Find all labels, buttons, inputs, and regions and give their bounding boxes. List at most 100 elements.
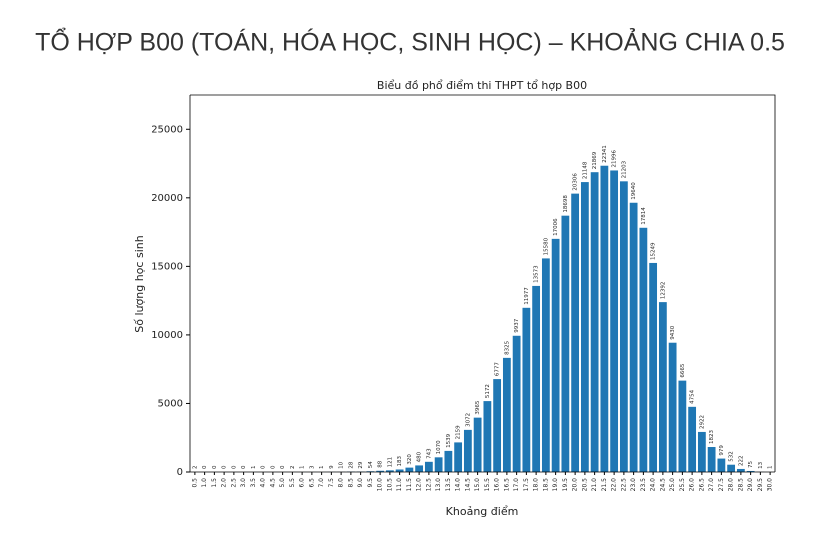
value-label: 0 (202, 465, 208, 469)
x-tick-label: 4.5 (269, 478, 276, 488)
value-label: 12392 (660, 282, 666, 300)
value-label: 28 (348, 461, 354, 468)
bar (571, 193, 580, 472)
value-label: 0 (212, 465, 218, 469)
x-tick-label: 19.0 (552, 478, 559, 492)
bar (600, 165, 609, 472)
bar (532, 285, 541, 472)
x-tick-label: 27.0 (708, 478, 715, 492)
value-label: 21869 (592, 151, 598, 169)
bar (376, 470, 385, 472)
value-label: 15580 (543, 237, 549, 255)
x-tick-label: 25.0 (669, 478, 676, 492)
x-tick-label: 20.5 (581, 478, 588, 492)
bar (697, 431, 706, 472)
value-label: 480 (417, 451, 423, 462)
x-tick-label: 8.0 (338, 478, 345, 488)
frame (190, 94, 776, 472)
bar (707, 447, 716, 472)
x-tick-label: 22.5 (620, 478, 627, 492)
x-tick-label: 28.0 (728, 478, 735, 492)
bar (736, 468, 745, 472)
x-tick-label: 27.5 (718, 478, 725, 492)
x-tick-label: 15.5 (484, 478, 491, 492)
value-label: 22341 (602, 145, 608, 163)
x-tick-label: 23.0 (630, 478, 637, 492)
value-label: 10 (339, 461, 345, 468)
bar (434, 457, 443, 472)
value-label: 17006 (553, 218, 559, 236)
x-tick-label: 5.5 (289, 478, 296, 488)
value-label: 9430 (670, 325, 676, 339)
bar (463, 429, 472, 472)
value-label: 6777 (495, 362, 501, 376)
value-label: 3072 (465, 413, 471, 427)
x-tick-label: 21.5 (601, 478, 608, 492)
value-label: 320 (407, 454, 413, 465)
bar (649, 262, 658, 472)
value-label: 4754 (690, 389, 696, 403)
value-label: 15249 (651, 242, 657, 260)
value-label: 743 (426, 448, 432, 459)
bar (502, 357, 511, 472)
value-label: 18698 (563, 195, 569, 213)
x-tick-label: 6.0 (299, 478, 306, 488)
x-tick-label: 10.0 (377, 478, 384, 492)
x-tick-label: 25.5 (679, 478, 686, 492)
x-tick-label: 11.0 (396, 478, 403, 492)
bar (512, 335, 521, 472)
value-label: 183 (397, 455, 403, 466)
y-tick-label: 0 (177, 467, 183, 478)
x-tick-label: 6.5 (308, 478, 315, 488)
x-tick-label: 12.0 (416, 478, 423, 492)
value-label: 9937 (514, 318, 520, 332)
x-tick-label: 1.5 (211, 478, 218, 488)
x-tick-label: 21.0 (591, 478, 598, 492)
x-tick-label: 24.0 (650, 478, 657, 492)
bar (610, 170, 619, 472)
value-label: 121 (387, 457, 393, 468)
value-label: 9 (329, 465, 335, 469)
x-tick-label: 14.0 (455, 478, 462, 492)
value-label: 2922 (699, 415, 705, 429)
x-tick-label: 10.5 (386, 478, 393, 492)
value-label: 2159 (456, 425, 462, 439)
x-tick-label: 17.0 (513, 478, 520, 492)
value-label: 1 (319, 465, 325, 469)
bar (668, 342, 677, 472)
bar (590, 172, 599, 472)
bar (746, 470, 755, 472)
x-tick-label: 4.0 (260, 478, 267, 488)
x-tick-label: 7.5 (328, 478, 335, 488)
bar (395, 469, 404, 472)
bar (385, 470, 394, 472)
bar (717, 458, 726, 472)
slide-title: TỔ HỢP B00 (TOÁN, HÓA HỌC, SINH HỌC) – K… (35, 27, 785, 57)
bar (619, 181, 628, 472)
bar (629, 202, 638, 472)
value-label: 21996 (612, 149, 618, 167)
value-label: 21203 (621, 160, 627, 178)
x-tick-label: 18.5 (542, 478, 549, 492)
x-tick-label: 29.5 (757, 478, 764, 492)
value-label: 0 (241, 465, 247, 469)
x-tick-label: 12.5 (425, 478, 432, 492)
value-label: 6665 (680, 363, 686, 377)
value-label: 979 (719, 445, 725, 456)
bar (424, 461, 433, 472)
bar (493, 379, 502, 472)
x-tick-label: 16.5 (503, 478, 510, 492)
x-tick-label: 0.5 (191, 478, 198, 488)
x-tick-label: 15.0 (474, 478, 481, 492)
y-tick-label: 10000 (151, 330, 183, 341)
bar (483, 401, 492, 472)
bar (454, 442, 463, 472)
x-tick-label: 7.0 (318, 478, 325, 488)
x-tick-label: 3.5 (250, 478, 257, 488)
value-label: 2 (290, 465, 296, 469)
value-label: 8325 (504, 340, 510, 354)
bar (522, 307, 531, 472)
bar (561, 215, 570, 472)
value-label: 13 (758, 461, 764, 468)
bar (444, 450, 453, 472)
